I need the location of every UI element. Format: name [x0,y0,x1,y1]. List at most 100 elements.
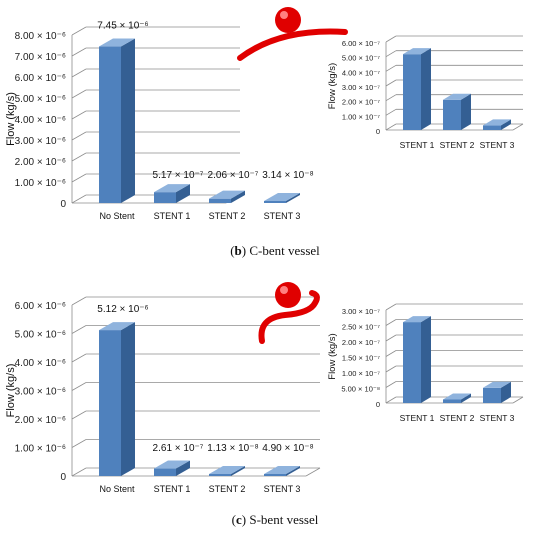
chart-c-inset-bar-2-top [483,381,511,388]
chart-c-inset-ytick-label: 1.00 × 10⁻⁷ [342,369,380,378]
chart-b-grid-diag [71,26,87,36]
chart-b-inset-bar-0 [403,48,431,130]
chart-b-grid-diag [71,173,87,183]
chart-b-inset-bar-1-top [443,93,471,100]
chart-c-ytick-label: 3.00 × 10⁻⁶ [15,387,66,398]
chart-c-inset: 0 5.00 × 10⁻⁸ 1.00 × 10⁻⁷ 1.50 × 10⁻⁷ 2.00 ×… [327,303,524,423]
chart-b-category-label: STENT 1 [154,211,191,221]
chart-b-ytick-label: 8.00 × 10⁻⁶ [15,31,66,42]
chart-b-inset-bar-0-side [421,48,431,130]
chart-b-inset-ytick-label: 4.00 × 10⁻⁷ [342,68,380,77]
chart-c-inset-bar-1-front [443,399,461,403]
chart-c-ytick-label: 2.00 × 10⁻⁶ [15,415,66,426]
chart-b-inset-ytick-label: 3.00 × 10⁻⁷ [342,83,380,92]
chart-b-bar-0-front [99,46,121,203]
chart-b-inset: 0 1.00 × 10⁻⁷ 2.00 × 10⁻⁷ 3.00 × 10⁻⁷ 4.00 ×… [327,35,524,150]
chart-b-inset-bar-0-top [403,48,431,55]
chart-b-inset-grid-diag [385,94,397,102]
chart-b-inset-grid-diag [385,50,397,58]
caption-c-letter: c [236,512,242,527]
chart-c-ytick-label: 0 [60,472,66,483]
chart-b-inset-grid-diag [385,79,397,87]
chart-c-category-label: No Stent [99,484,135,494]
chart-c-bar-1 [154,460,190,476]
chart-c-vessel [258,290,320,344]
chart-c-aneurysm-dome [275,282,301,308]
chart-b-inset-ylabel: Flow (kg/s) [327,63,338,109]
chart-b-bar-2-top [209,190,245,199]
chart-b-ytick-label: 5.00 × 10⁻⁶ [15,94,66,105]
chart-c-bar-1-top [154,460,190,469]
chart-b-bar-3-top [264,193,300,201]
chart-c-inset-ylabel: Flow (kg/s) [327,333,338,379]
chart-c-inset-bar-2 [483,381,511,403]
chart-b-grid-diag [71,152,87,162]
chart-b-inset-ytick-label: 0 [376,127,380,136]
chart-c-bar-0-front [99,330,121,476]
chart-b-grid-diag [71,47,87,57]
chart-b-bar-1-front [154,192,176,203]
chart-c-grid-diag [71,410,87,420]
chart-c-bar-2-side [231,466,245,476]
chart-c-ytick-label: 1.00 × 10⁻⁶ [15,444,66,455]
chart-c-inset-grid-diag [385,303,397,311]
chart-b-data-label: 7.45 × 10⁻⁶ [97,21,148,32]
caption-b-letter: b [234,243,242,258]
chart-b-bar-2-front [209,198,231,203]
chart-c-bar-0 [99,322,135,476]
chart-b-ytick-label: 0 [60,199,66,210]
chart-c-inset-ytick-label: 0 [376,400,380,409]
chart-c-bar-3-side [286,466,300,476]
chart-b-inset-category-label: STENT 3 [480,140,515,150]
chart-c-inset-category-label: STENT 2 [440,413,475,423]
chart-c-inset-grid-diag [385,319,397,326]
chart-b-grid-diag [71,89,87,99]
chart-b-ytick-label: 3.00 × 10⁻⁶ [15,136,66,147]
chart-c-bar-1-front [154,468,176,476]
chart-b-category-label: STENT 2 [209,211,246,221]
chart-c-inset-ytick-label: 2.00 × 10⁻⁷ [342,338,380,347]
chart-b-bar-2 [209,190,245,203]
chart-b-grid-diag [71,110,87,120]
chart-c-inset-bar-0-front [403,322,421,403]
chart-c-bar-0-top [99,322,135,331]
chart-c-inset-ytick-label: 5.00 × 10⁻⁸ [341,385,380,394]
caption-b-text: C-bent vessel [249,243,320,258]
chart-c-inset-grid-diag [385,350,397,357]
chart-c-ytick-label: 5.00 × 10⁻⁶ [15,330,66,341]
chart-c-bar-2 [209,466,245,476]
chart-b-inset-bar-1 [443,93,471,130]
chart-b-inset-category-label: STENT 1 [400,140,435,150]
chart-b-inset-bar-2-side [501,119,511,130]
chart-c-category-label: STENT 3 [264,484,301,494]
chart-c-grid-diag [71,439,87,448]
chart-c-inset-grid-diag [385,381,397,388]
chart-b-ytick-label: 7.00 × 10⁻⁶ [15,52,66,63]
chart-c-inset-x-axis-end [512,396,524,404]
chart-c-data-label: 5.12 × 10⁻⁶ [97,304,148,315]
chart-c-inset-ytick-label: 3.00 × 10⁻⁷ [342,307,380,316]
chart-b-inset-bar-1-front [443,99,461,130]
chart-c-inset-bar-2-front [483,387,501,403]
chart-c-aneurysm-highlight [280,286,288,294]
chart-c-inset-bar-0-side [421,316,431,403]
chart-b-inset-bar-2-top [483,119,511,126]
chart-c-inset-bar-0-top [403,316,431,323]
chart-c-grid-diag [71,382,87,391]
chart-c-ytick-label: 4.00 × 10⁻⁶ [15,358,66,369]
chart-c-grid-diag [71,296,87,306]
chart-c-bar-3-top [264,466,300,474]
chart-b-aneurysm-highlight [280,11,288,19]
chart-c-data-label: 2.61 × 10⁻⁷ [153,443,204,454]
chart-c-bar-2-top [209,466,245,474]
chart-c-grid-diag [71,353,87,363]
chart-c-data-label: 4.90 × 10⁻⁸ [262,443,313,454]
chart-c-bar-2-front [209,474,231,476]
chart-b-inset-grid-diag [385,35,397,43]
chart-b-inset-bar-2-front [483,125,501,130]
caption-c-text: S-bent vessel [249,512,319,527]
chart-c-data-label: 1.13 × 10⁻⁸ [207,443,258,454]
chart-b-ytick-label: 1.00 × 10⁻⁶ [15,178,66,189]
caption-c: (c) S-bent vessel [231,512,319,527]
